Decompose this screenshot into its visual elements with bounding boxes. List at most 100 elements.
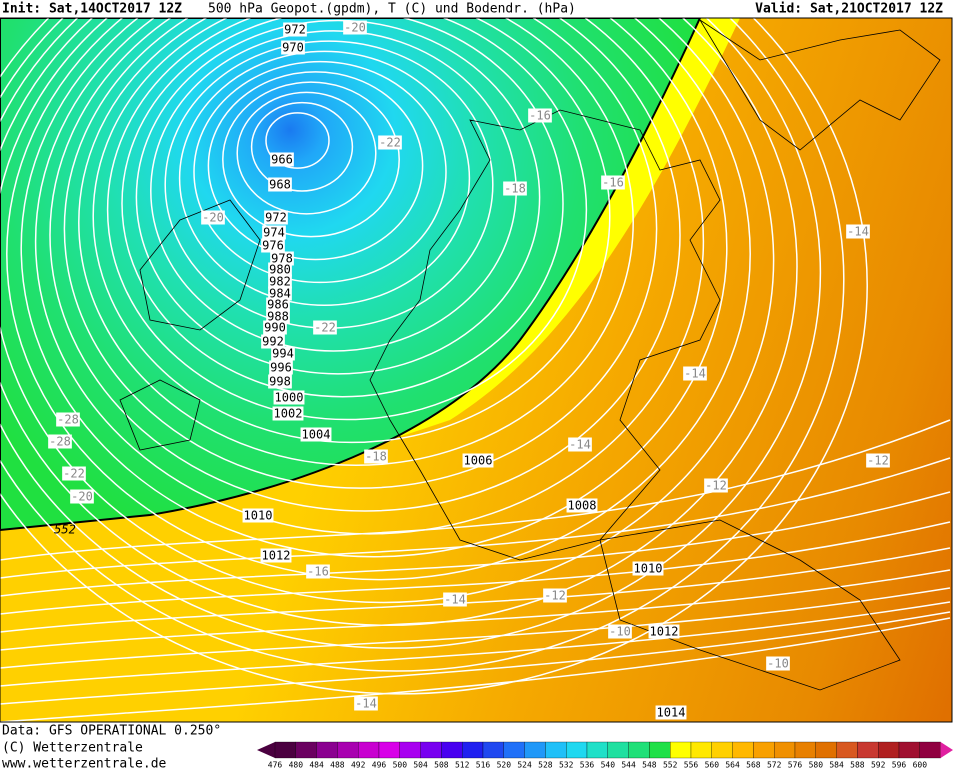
temperature-label: -20 (71, 490, 93, 504)
isobar-label-box (261, 334, 285, 349)
temperature-label: -18 (365, 450, 387, 464)
isobar-line (121, 18, 564, 398)
temperature-label: -22 (63, 467, 85, 481)
isobar-label-box (260, 548, 292, 563)
temperature-label-box (48, 434, 72, 449)
isobar-line (222, 81, 400, 238)
temperature-label-box (201, 210, 225, 225)
isobar-label: 996 (270, 361, 292, 375)
colorbar-swatch (649, 741, 671, 759)
colorbar-swatch (358, 741, 380, 759)
temperature-label: -20 (344, 21, 366, 35)
temperature-label-box (306, 564, 330, 579)
isobar-label-box (271, 346, 295, 361)
colorbar-label: 492 (351, 761, 366, 770)
isobar-label: 1010 (244, 509, 273, 523)
isobar-line (250, 101, 354, 192)
colorbar-label: 484 (309, 761, 324, 770)
temperature-label-box (568, 437, 592, 452)
colorbar-label: 504 (413, 761, 428, 770)
isobar-label: 972 (284, 23, 306, 37)
isobar-line (0, 617, 951, 722)
isobar-line (92, 18, 611, 444)
colorbar-label: 568 (746, 761, 761, 770)
colorbar-swatch (732, 741, 754, 759)
temperature-label: -14 (847, 225, 869, 239)
isobar-label: 1008 (568, 499, 597, 513)
temperature-label: -16 (307, 565, 329, 579)
copyright: (C) Wetterzentrale (2, 741, 143, 756)
temperature-label-box (70, 489, 94, 504)
colorbar-swatch (794, 741, 816, 759)
temperature-label-box (866, 453, 890, 468)
isobar-line (0, 457, 951, 579)
isobar-label-box (300, 427, 332, 442)
colorbar-arrow (940, 742, 953, 758)
temperature-label-box (62, 466, 86, 481)
temperature-label-box (443, 592, 467, 607)
isobar-line (49, 18, 681, 512)
isobar-label: 988 (267, 310, 289, 324)
temperature-label: -18 (504, 182, 526, 196)
isobar-label: 990 (264, 321, 286, 335)
isobar-line (0, 0, 820, 648)
isobar-label: 1010 (634, 562, 663, 576)
colorbar: 476 480 484 488 492 496 500 504 508 512 516 520 524 5… (257, 741, 953, 770)
colorbar-swatch (274, 741, 296, 759)
isobar-label: 998 (269, 375, 291, 389)
temperature-label-box (683, 366, 707, 381)
temperature-label-box (601, 175, 625, 190)
isobar-label: 978 (271, 252, 293, 266)
isobar-label-box (268, 374, 292, 389)
isobar-label: 974 (263, 226, 285, 240)
colorbar-label: 584 (829, 761, 844, 770)
colorbar-swatch (774, 741, 796, 759)
colorbar-label: 588 (850, 761, 865, 770)
colorbar-swatch (878, 741, 900, 759)
colorbar-swatch (607, 741, 629, 759)
colorbar-swatch (503, 741, 525, 759)
isobar-line (207, 71, 424, 261)
temperature-label: -28 (57, 413, 79, 427)
isobar-line (265, 112, 330, 169)
temperature-label: -12 (544, 589, 566, 603)
isobar-label: 1002 (274, 407, 303, 421)
isobar-label-box (266, 309, 290, 324)
isobar-line (0, 569, 951, 651)
colorbar-swatch (441, 741, 463, 759)
colorbar-label: 508 (434, 761, 449, 770)
temperature-label-box (364, 449, 388, 464)
isobar-label: 972 (265, 211, 287, 225)
valid-text: Valid: Sat,21OCT2017 12Z (755, 2, 943, 17)
isobar-label: 968 (269, 178, 291, 192)
colorbar-label: 552 (663, 761, 678, 770)
temperature-label: -22 (379, 136, 401, 150)
colorbar-label: 572 (767, 761, 782, 770)
colorbar-swatch (482, 741, 504, 759)
map-frame (0, 17, 953, 723)
isobar-label: 1000 (275, 391, 304, 405)
colorbar-swatch (462, 741, 484, 759)
temperature-label-box (543, 588, 567, 603)
isobar-line (0, 0, 774, 602)
isobar-label-box (262, 225, 286, 240)
title-text: 500 hPa Geopot.(gpdm), T (C) und Bodendr… (208, 2, 576, 17)
isobar-line (135, 19, 541, 375)
isobar-label-box (261, 238, 285, 253)
isobar-label-box (263, 320, 287, 335)
colorbar-swatch (628, 741, 650, 759)
colorbar-label: 520 (497, 761, 512, 770)
isobar-line (0, 491, 951, 597)
temperature-label: -10 (767, 657, 789, 671)
colorbar-label: 560 (705, 761, 720, 770)
init-text: Init: Sat,14OCT2017 12Z (2, 2, 182, 17)
isobar-label-box (655, 705, 687, 720)
temperature-label-box (354, 696, 378, 711)
isobar-label: 984 (269, 287, 291, 301)
isobar-label-box (266, 297, 290, 312)
isobar-label-box (242, 508, 274, 523)
geopotential-label: 552 (54, 523, 76, 537)
temperature-label-box (56, 412, 80, 427)
temperature-label-box (313, 320, 337, 335)
